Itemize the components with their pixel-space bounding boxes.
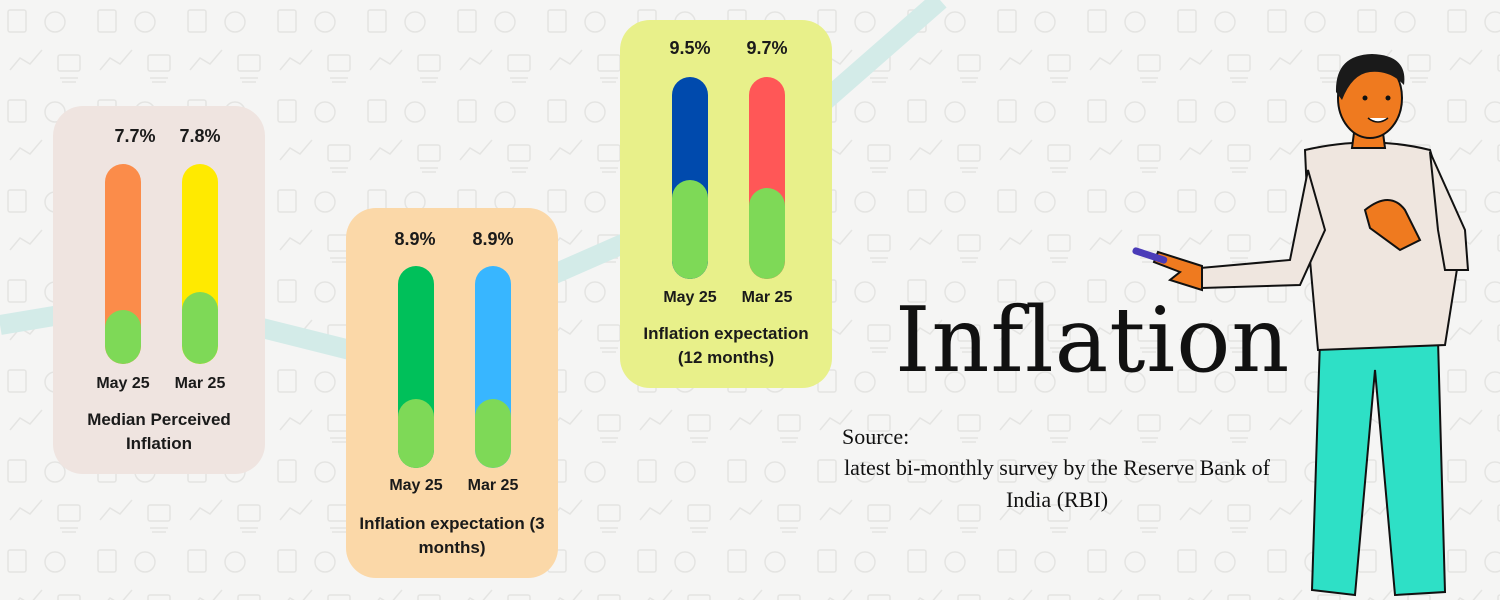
bar <box>475 266 511 468</box>
chart-card-12-months: 9.5% 9.7% May 25 Mar 25 Inflation expect… <box>620 20 832 388</box>
value-label: 9.7% <box>746 38 788 58</box>
bar <box>105 164 141 364</box>
category-label: Mar 25 <box>174 375 226 392</box>
chart-title: Median Perceived Inflation <box>87 410 231 453</box>
bar <box>672 77 708 279</box>
category-label: May 25 <box>663 289 717 306</box>
category-label: Mar 25 <box>741 289 793 306</box>
value-label: 7.8% <box>179 126 221 146</box>
bar-fill <box>749 188 785 279</box>
chart-card-median-perceived: 7.7% 7.8% May 25 Mar 25 Median Perceived… <box>53 106 265 474</box>
source-label: Source: <box>842 424 910 449</box>
bar-fill <box>182 292 218 364</box>
chart-card-3-months: 8.9% 8.9% May 25 Mar 25 Inflation expect… <box>346 208 558 578</box>
presenter-illustration <box>1132 54 1470 597</box>
value-label: 8.9% <box>394 229 436 249</box>
category-label: May 25 <box>96 375 150 392</box>
bar <box>749 77 785 279</box>
chart-title: Inflation expectation (3 months) <box>359 514 545 557</box>
category-label: May 25 <box>389 477 443 494</box>
chart-title: Inflation expectation (12 months) <box>643 324 809 367</box>
bar <box>398 266 434 468</box>
bar-fill <box>105 310 141 364</box>
value-label: 9.5% <box>669 38 711 58</box>
bar-fill <box>672 180 708 279</box>
value-label: 7.7% <box>114 126 156 146</box>
headline: Inflation <box>895 288 1291 393</box>
value-label: 8.9% <box>472 229 514 249</box>
source-text: latest bi-monthly survey by the Reserve … <box>844 455 1270 512</box>
bar <box>182 164 218 364</box>
bar-fill <box>398 399 434 468</box>
bar-fill <box>475 399 511 468</box>
category-label: Mar 25 <box>467 477 519 494</box>
